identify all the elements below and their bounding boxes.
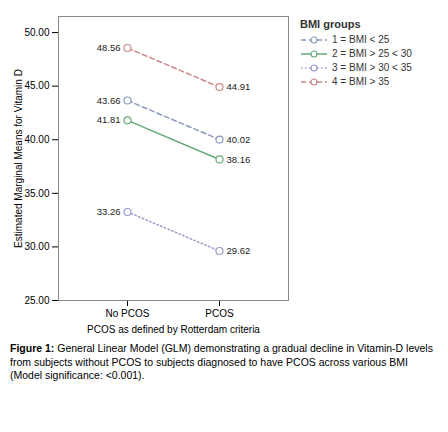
svg-text:PCOS: PCOS [205, 308, 234, 319]
html-text:1 = BMI < 25: 1 = BMI < 25 [332, 34, 390, 45]
svg-text:40.00: 40.00 [24, 134, 49, 145]
html-text:Figure 1: General Linear Model: Figure 1: General Linear Model (GLM) dem… [10, 342, 433, 382]
svg-text:45.00: 45.00 [24, 80, 49, 91]
svg-text:43.66: 43.66 [97, 95, 121, 106]
svg-text:PCOS as defined by Rotterdam c: PCOS as defined by Rotterdam criteria [87, 324, 260, 335]
svg-text:48.56: 48.56 [97, 42, 121, 53]
svg-text:50.00: 50.00 [24, 27, 49, 38]
svg-text:33.26: 33.26 [97, 206, 121, 217]
html-text:2 = BMI > 25 < 30: 2 = BMI > 25 < 30 [332, 48, 412, 59]
svg-text:35.00: 35.00 [24, 188, 49, 199]
svg-text:29.62: 29.62 [227, 245, 251, 256]
svg-text:41.81: 41.81 [97, 114, 121, 125]
svg-text:Estimated Marginal Means for V: Estimated Marginal Means for Vitamin D [13, 69, 24, 248]
html-text:3 = BMI > 30 < 35: 3 = BMI > 30 < 35 [332, 62, 412, 73]
svg-text:40.02: 40.02 [227, 134, 251, 145]
svg-text:30.00: 30.00 [24, 241, 49, 252]
svg-text:38.16: 38.16 [227, 154, 251, 165]
svg-text:25.00: 25.00 [24, 295, 49, 306]
html-text:4 = BMI > 35: 4 = BMI > 35 [332, 76, 390, 87]
svg-text:No PCOS: No PCOS [106, 308, 150, 319]
svg-text:44.91: 44.91 [227, 81, 251, 92]
html-text:BMI groups: BMI groups [300, 18, 361, 30]
